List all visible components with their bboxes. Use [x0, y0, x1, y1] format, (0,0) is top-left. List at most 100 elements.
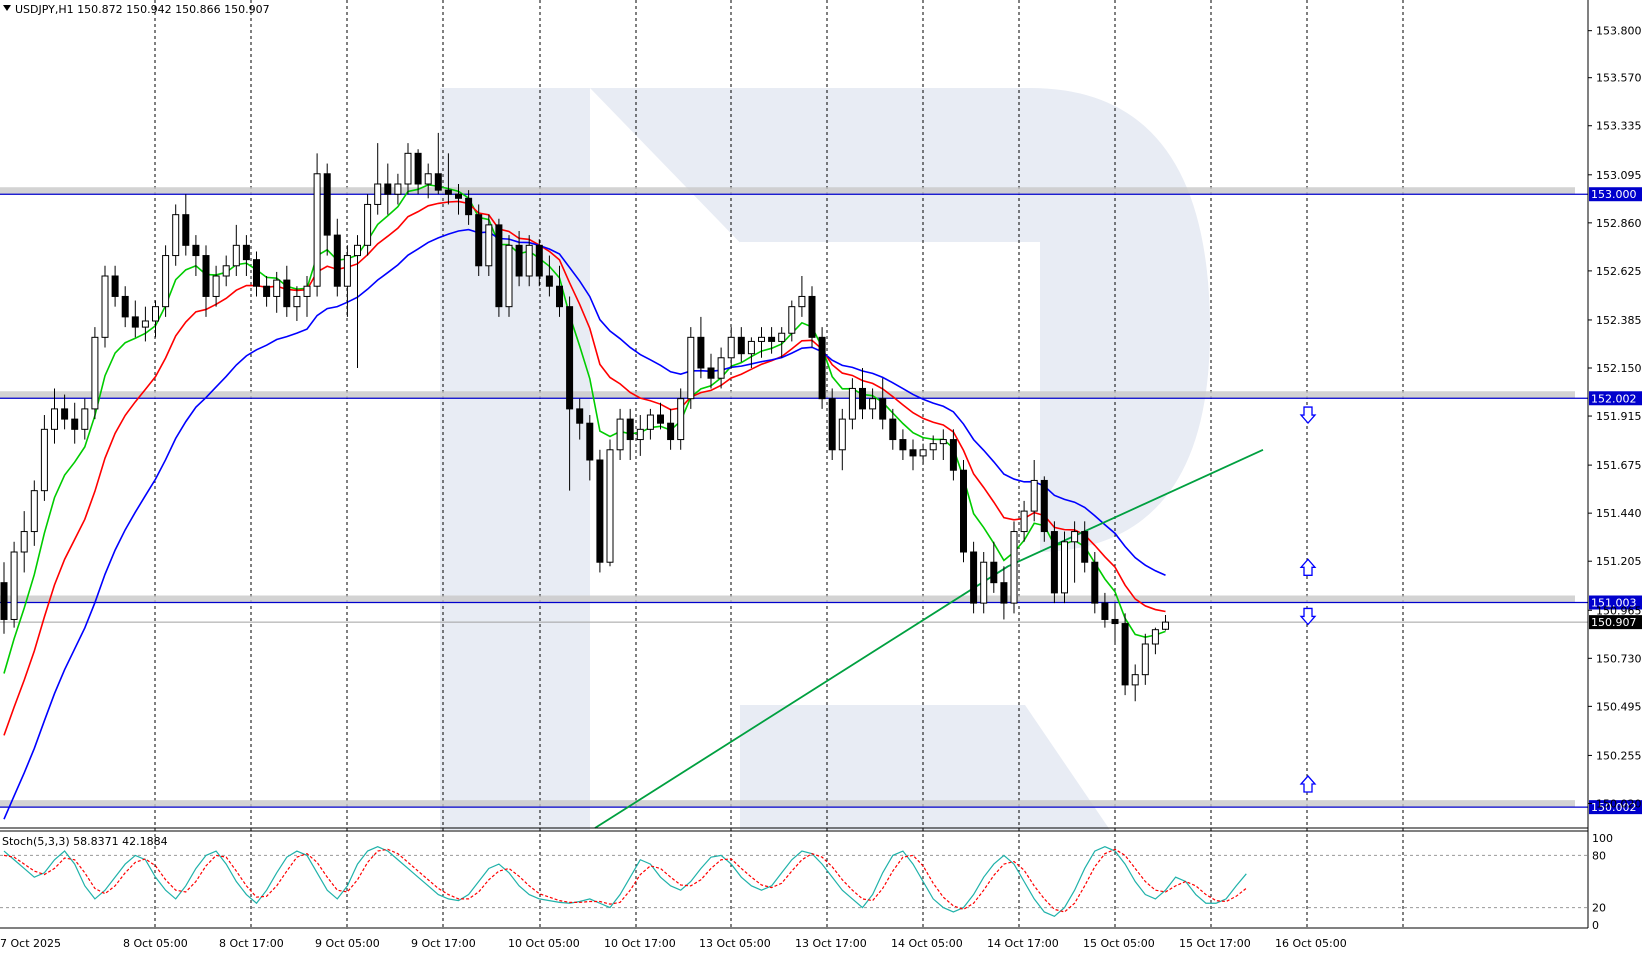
candle-body	[990, 561, 998, 584]
level-label: 152.002	[1591, 392, 1637, 405]
stoch-axis-label: 20	[1592, 902, 1606, 915]
time-label: 9 Oct 17:00	[411, 937, 476, 950]
candle-body	[1000, 582, 1008, 604]
time-label: 15 Oct 05:00	[1083, 937, 1155, 950]
candle-body	[111, 275, 119, 297]
candle-body	[778, 332, 786, 342]
candle-body	[273, 279, 281, 297]
candle-body	[596, 459, 604, 563]
candle-body	[586, 422, 594, 461]
price-tick-label: 153.095	[1596, 169, 1642, 182]
symbol-ohlc-header: USDJPY,H1 150.872 150.942 150.866 150.90…	[15, 3, 270, 16]
candle-body	[434, 173, 442, 191]
candle-body	[929, 443, 937, 451]
candle-body	[232, 244, 240, 267]
candle-body	[646, 414, 654, 430]
candle-body	[838, 418, 846, 451]
candle-body	[626, 418, 634, 441]
candle-body	[949, 439, 957, 471]
time-label: 8 Oct 05:00	[123, 937, 188, 950]
arrow-up-icon	[1299, 775, 1317, 793]
price-tick-label: 150.495	[1596, 700, 1642, 713]
level-label-box	[1589, 595, 1642, 610]
candle-body	[51, 408, 58, 430]
candle-body	[10, 551, 18, 620]
candle-body	[747, 340, 755, 355]
candle-body	[869, 398, 877, 410]
candle-body	[667, 422, 675, 441]
candle-body	[333, 234, 341, 287]
moving-average-line	[3, 184, 1166, 674]
candle-body	[30, 490, 38, 533]
level-band	[0, 595, 1575, 603]
time-label: 13 Oct 17:00	[795, 937, 867, 950]
candle-body	[828, 398, 836, 451]
candle-body	[424, 173, 432, 185]
arrow-down-icon	[1299, 406, 1317, 425]
candle-body	[141, 320, 149, 328]
candle-body	[1061, 541, 1068, 594]
candle-body	[404, 152, 412, 185]
stoch-axis-label: 100	[1592, 832, 1613, 845]
candle-body	[293, 295, 301, 308]
price-tick-label: 152.385	[1596, 314, 1642, 327]
price-tick-label: 152.150	[1596, 362, 1642, 375]
candle-body	[677, 398, 685, 441]
candle-body	[20, 531, 28, 553]
candle-body	[576, 408, 584, 424]
candle-body	[970, 551, 978, 604]
candle-body	[283, 279, 291, 308]
candle-body	[374, 183, 382, 205]
candle-body	[455, 193, 462, 199]
candle-body	[303, 285, 311, 297]
candle-body	[535, 244, 543, 277]
candle-body	[808, 295, 816, 338]
level-label-box	[1589, 187, 1642, 202]
candle-body	[101, 275, 109, 338]
candle-body	[242, 244, 250, 261]
candle-body	[1091, 561, 1099, 604]
current-price-label: 150.907	[1591, 616, 1637, 629]
candle-body	[1162, 621, 1169, 630]
level-label-box	[1589, 800, 1642, 815]
candle-body	[343, 255, 351, 287]
candle-body	[707, 367, 715, 379]
time-label: 13 Oct 05:00	[699, 937, 771, 950]
candle-body	[687, 336, 695, 400]
candle-body	[980, 561, 988, 604]
price-tick-label: 150.965	[1596, 604, 1642, 617]
candle-body	[263, 285, 271, 297]
candle-body	[848, 387, 856, 420]
current-price-box	[1589, 615, 1642, 630]
candle-body	[182, 214, 190, 246]
candle-body	[394, 183, 402, 195]
candle-body	[505, 244, 513, 308]
signal-arrows	[1299, 406, 1317, 793]
candle-body	[40, 428, 48, 492]
candle-body	[1020, 510, 1028, 533]
moving-average-line	[3, 228, 1166, 820]
candle-body	[414, 152, 422, 185]
candle-body	[859, 387, 866, 410]
candle-body	[253, 259, 260, 287]
time-label: 15 Oct 17:00	[1179, 937, 1251, 950]
candle-body	[788, 306, 796, 334]
candle-body	[545, 275, 553, 287]
candle-body	[1121, 623, 1129, 686]
candle-body	[657, 414, 664, 424]
candle-body	[1071, 531, 1079, 543]
price-tick-label: 152.860	[1596, 217, 1642, 230]
candle-body	[121, 295, 129, 318]
price-tick-label: 153.800	[1596, 25, 1642, 38]
candle-body	[152, 306, 159, 322]
candle-body	[0, 582, 8, 620]
candle-body	[899, 439, 907, 451]
time-label: 14 Oct 05:00	[891, 937, 963, 950]
candle-body	[1050, 531, 1058, 594]
candle-body	[909, 449, 917, 457]
candle-body	[1081, 531, 1089, 563]
level-label: 153.000	[1591, 188, 1637, 201]
candle-body	[1141, 643, 1149, 676]
candle-body	[566, 306, 574, 410]
